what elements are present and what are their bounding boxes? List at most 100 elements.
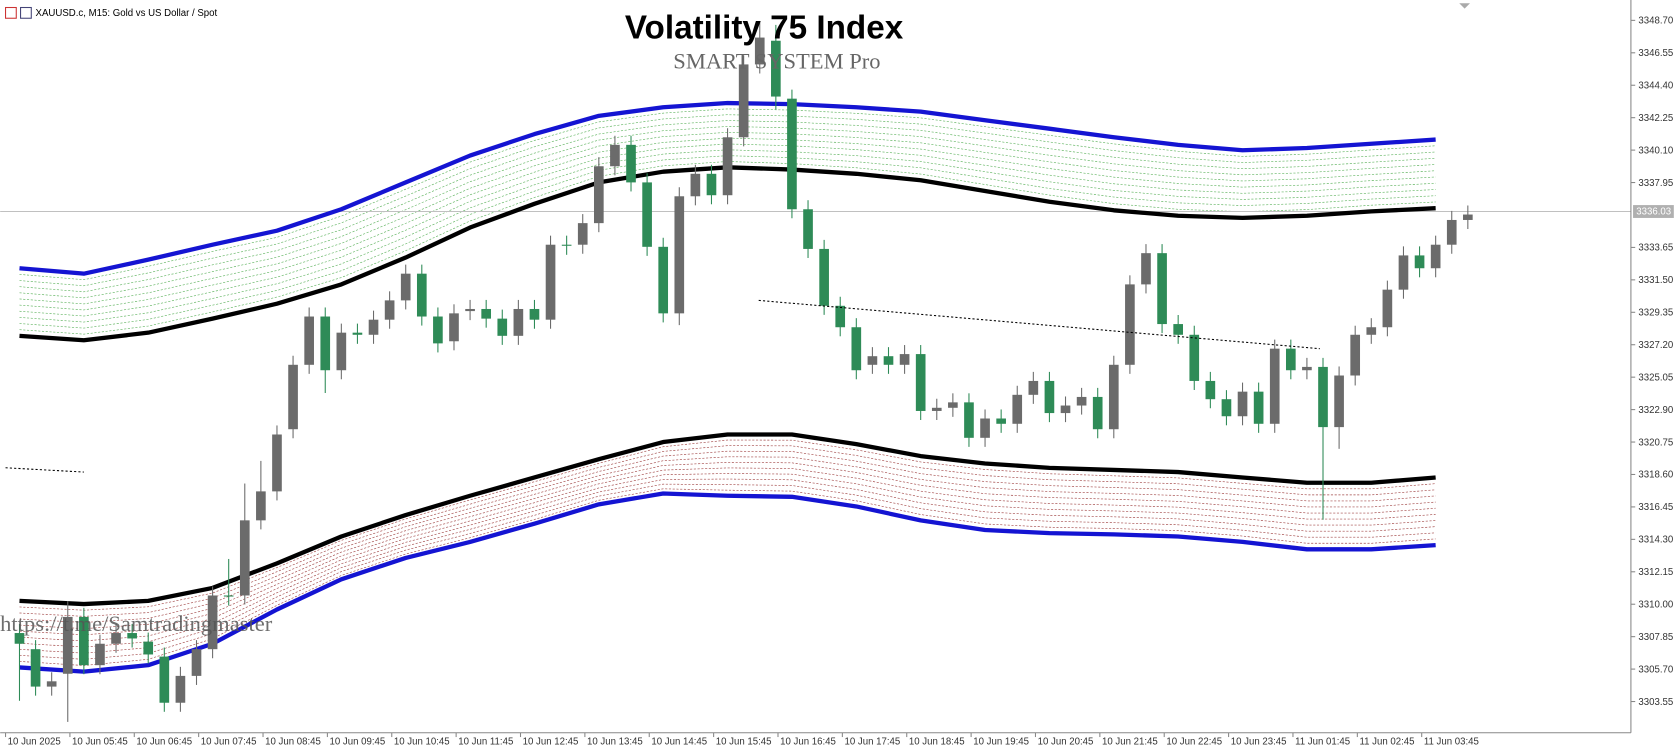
candle-body [1060,405,1071,414]
candle-body [336,332,347,371]
candle-body [1173,324,1183,335]
candle-body [14,633,25,644]
band-fill-line [19,120,1436,293]
dotted-line [758,299,1320,350]
candle-body [1092,396,1103,430]
candle-body [593,166,604,224]
y-tick-label: 3346.55 [1638,48,1673,59]
x-tick-label: 10 Jun 17:45 [845,737,901,748]
band-fill-line [19,462,1436,636]
x-tick-label: 11 Jun 02:45 [1359,737,1414,748]
candle-body [1414,255,1425,269]
current-price-box [1633,205,1674,218]
candle-body [883,356,894,365]
candle-body [610,144,620,167]
y-tick-label: 3331.50 [1638,275,1673,286]
candle-body [384,300,395,320]
band-fill-line [19,149,1436,323]
x-tick-label: 10 Jun 11:45 [458,737,513,748]
band-fill-line [19,439,1436,611]
x-tick-label: 10 Jun 14:45 [651,737,707,748]
y-tick-label: 3303.55 [1638,697,1673,708]
candle-body [674,196,685,314]
candle-body [996,418,1006,424]
instrument-label: XAUUSD.c, M15: Gold vs US Dollar / Spot [36,8,218,19]
y-tick-label: 3310.00 [1638,599,1673,610]
candle-body [626,144,636,183]
chart-icon [4,6,32,19]
candle-body [497,318,508,336]
y-tick-label: 3316.45 [1638,502,1673,513]
x-tick-label: 10 Jun 21:45 [1102,737,1158,748]
y-tick-label: 3329.35 [1638,308,1673,319]
candle-body [79,616,89,666]
x-tick-label: 10 Jun 05:45 [72,737,128,748]
x-tick-label: 10 Jun 07:45 [201,737,257,748]
x-tick-label: 10 Jun 13:45 [587,737,643,748]
candle-body [1366,327,1377,335]
candle-body [433,316,443,344]
candle-body [738,64,749,138]
candle-body [46,681,57,687]
candle-body [304,316,314,365]
candle-body [30,649,41,687]
x-tick-label: 10 Jun 16:45 [780,737,836,748]
candle-body [416,273,427,317]
x-tick-label: 10 Jun 12:45 [523,737,579,748]
candle-body [239,520,250,596]
candle-body [1302,366,1312,371]
band-line [19,432,1436,607]
band-fill-line [19,161,1436,335]
band-fill-line [19,450,1436,623]
x-tick-label: 10 Jun 18:45 [909,737,965,748]
candle-body [529,308,540,320]
candle-body [754,37,765,65]
candle-body [722,137,733,196]
y-tick-label: 3340.10 [1638,145,1673,156]
band-fill-line [19,483,1436,660]
candle-body [1430,244,1441,269]
candle-body [1189,334,1200,381]
candle-body [191,649,202,676]
candle-body [175,675,186,703]
band-fill-line [19,456,1436,629]
band-fill-line [19,143,1436,317]
candle-body [143,641,154,655]
menu-arrow[interactable] [1459,3,1470,9]
band-fill-line [19,108,1436,281]
x-tick-label: 10 Jun 15:45 [716,737,772,748]
y-tick-label: 3327.20 [1638,340,1673,351]
candle-body [1028,380,1039,395]
watermark: https://t.me/Samtradingmaster [0,611,273,636]
x-tick-label: 10 Jun 23:45 [1231,737,1287,748]
y-tick-label: 3314.30 [1638,535,1673,546]
candle-body [706,173,717,196]
candle-body [980,418,990,438]
candle-body [851,327,862,371]
chart-title: Volatility 75 Index [625,10,904,47]
candle-body [288,364,298,430]
candle-body [400,273,411,301]
candle-body [577,223,588,245]
candle-body [1398,255,1409,290]
candle-body [1285,348,1296,371]
y-tick-label: 3320.75 [1638,437,1673,448]
band-line [19,491,1436,674]
x-tick-label: 10 Jun 09:45 [330,737,386,748]
candle-body [111,633,121,644]
y-tick-label: 3307.85 [1638,632,1673,643]
candle-body [964,402,974,438]
y-tick-label: 3337.95 [1638,178,1673,189]
y-tick-label: 3348.70 [1638,16,1673,27]
candle-body [1318,366,1328,428]
candle-body [819,248,829,306]
band-fill-line [19,478,1436,654]
candle-body [561,244,572,246]
band-fill-line [19,131,1436,305]
x-tick-label: 10 Jun 08:45 [265,737,321,748]
candle-body [320,316,331,371]
candle-body [1350,334,1361,376]
candle-body [1237,391,1248,417]
candle-body [1334,375,1344,428]
candle-body [931,407,942,411]
